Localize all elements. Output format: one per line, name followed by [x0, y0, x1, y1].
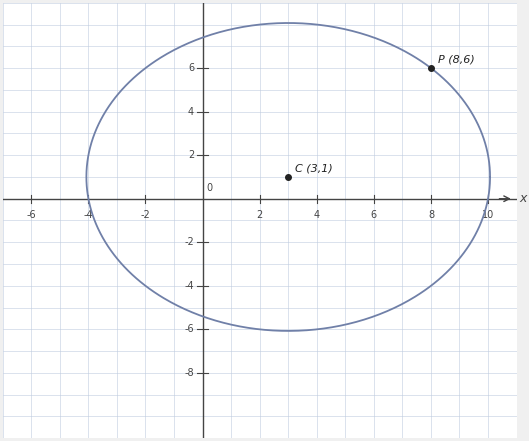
Text: 6: 6 [188, 63, 194, 73]
Text: 6: 6 [371, 209, 377, 220]
Text: -6: -6 [26, 209, 36, 220]
Text: 4: 4 [314, 209, 320, 220]
Text: 8: 8 [428, 209, 434, 220]
Text: -2: -2 [141, 209, 150, 220]
Text: 10: 10 [482, 209, 494, 220]
Text: 0: 0 [207, 183, 213, 193]
Text: C (3,1): C (3,1) [295, 164, 333, 173]
Text: -2: -2 [184, 237, 194, 247]
Text: -6: -6 [185, 325, 194, 334]
Text: -4: -4 [84, 209, 93, 220]
Text: x: x [519, 192, 527, 205]
Text: -8: -8 [185, 368, 194, 378]
Text: 2: 2 [257, 209, 263, 220]
Text: 4: 4 [188, 107, 194, 116]
Text: 2: 2 [188, 150, 194, 160]
Text: P (8,6): P (8,6) [438, 55, 475, 65]
Text: -4: -4 [185, 281, 194, 291]
